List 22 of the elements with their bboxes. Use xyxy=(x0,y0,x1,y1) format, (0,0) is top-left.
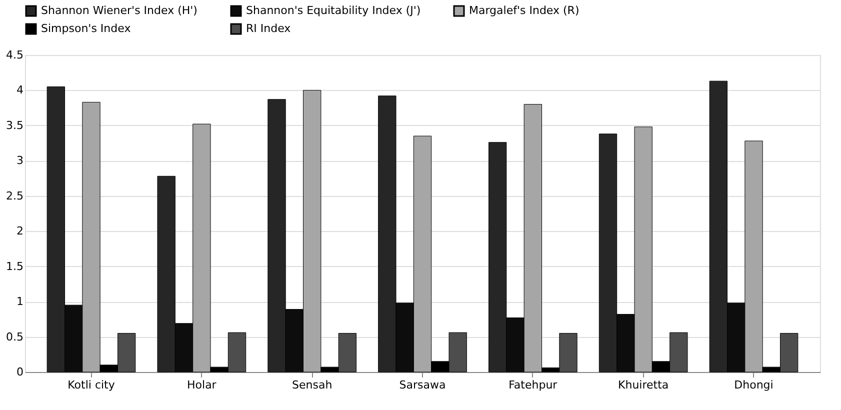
y-tick-label: 3 xyxy=(16,154,24,168)
y-tick-label: 1 xyxy=(16,295,24,308)
x-tick-label: Kotli city xyxy=(68,378,116,392)
x-tick-label: Khuiretta xyxy=(618,378,669,392)
y-tick-label: 3.5 xyxy=(6,118,24,132)
y-tick-label: 0 xyxy=(16,366,24,378)
y-tick-label: 2 xyxy=(16,224,24,238)
legend-label: Shannon Wiener's Index (H') xyxy=(41,4,198,17)
x-tick-label: Dhongi xyxy=(734,378,774,392)
y-tick-label: 4.5 xyxy=(6,48,24,62)
y-tick-label: 2.5 xyxy=(6,189,24,202)
x-tick-label: Fatehpur xyxy=(508,378,558,392)
y-tick-label: 0.5 xyxy=(6,330,24,344)
x-tick-label: Sarsawa xyxy=(399,378,446,392)
x-tick-label: Sensah xyxy=(292,378,332,392)
y-tick-label: 1.5 xyxy=(6,260,24,273)
legend-label: Shannon's Equitability Index (J') xyxy=(246,4,421,17)
y-tick-label: 4 xyxy=(16,84,24,97)
legend-label: Simpson's Index xyxy=(41,22,132,35)
legend-label: Margalef's Index (R) xyxy=(469,4,580,17)
legend-label: RI Index xyxy=(246,22,292,35)
x-tick-label: Holar xyxy=(187,378,217,392)
